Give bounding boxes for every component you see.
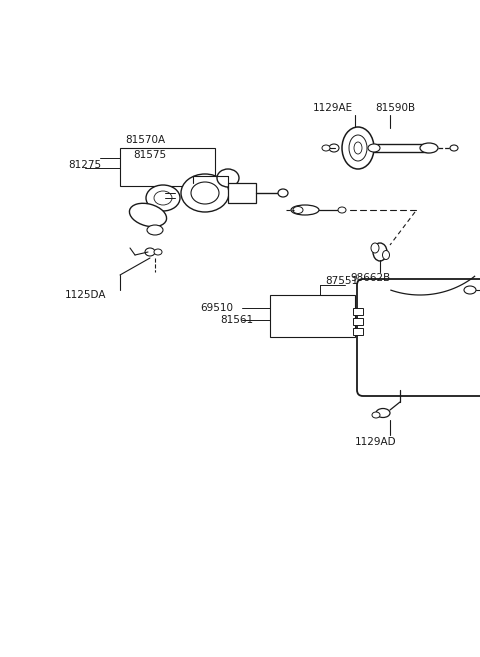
Ellipse shape — [191, 182, 219, 204]
Bar — [374, 144, 429, 152]
Ellipse shape — [154, 191, 172, 205]
Text: 1125DA: 1125DA — [65, 290, 107, 300]
Ellipse shape — [291, 205, 319, 215]
Bar — [270, 295, 355, 337]
Text: 98662B: 98662B — [350, 273, 390, 283]
Ellipse shape — [154, 249, 162, 255]
Text: 1129AE: 1129AE — [313, 103, 353, 113]
Ellipse shape — [278, 189, 288, 197]
Text: 81570A: 81570A — [125, 135, 165, 145]
Ellipse shape — [376, 409, 390, 417]
Bar — [353, 328, 363, 335]
Ellipse shape — [322, 145, 330, 151]
FancyBboxPatch shape — [357, 279, 480, 396]
Ellipse shape — [181, 174, 229, 212]
Ellipse shape — [338, 207, 346, 213]
Ellipse shape — [293, 206, 303, 214]
Text: 81590B: 81590B — [375, 103, 415, 113]
Bar — [353, 318, 363, 325]
Ellipse shape — [354, 142, 362, 154]
Bar — [120, 148, 215, 186]
Text: 87551: 87551 — [325, 276, 358, 286]
Ellipse shape — [371, 243, 379, 253]
Ellipse shape — [146, 185, 180, 211]
Ellipse shape — [217, 169, 239, 187]
Ellipse shape — [383, 250, 389, 260]
Ellipse shape — [372, 412, 380, 418]
Text: 81561: 81561 — [220, 315, 253, 325]
Ellipse shape — [342, 127, 374, 169]
Ellipse shape — [373, 243, 387, 261]
Ellipse shape — [130, 203, 167, 227]
Text: 81575: 81575 — [133, 150, 166, 160]
Ellipse shape — [450, 145, 458, 151]
Ellipse shape — [349, 135, 367, 161]
Text: 81275: 81275 — [68, 160, 101, 170]
Bar — [353, 308, 363, 315]
Ellipse shape — [145, 248, 155, 256]
Ellipse shape — [464, 286, 476, 294]
Text: 69510: 69510 — [200, 303, 233, 313]
Text: 1129AD: 1129AD — [355, 437, 396, 447]
Bar — [228, 183, 256, 203]
Ellipse shape — [329, 144, 339, 152]
Ellipse shape — [420, 143, 438, 153]
Ellipse shape — [147, 225, 163, 235]
Ellipse shape — [368, 144, 380, 152]
